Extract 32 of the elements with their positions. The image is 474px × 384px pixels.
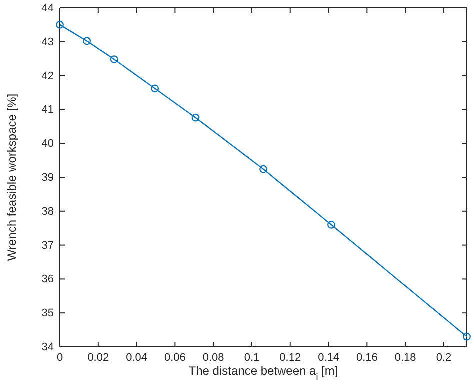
y-axis-title: Wrench feasible workspace [%]	[5, 94, 19, 262]
x-axis-title: The distance between a$_{i}$ [m]	[188, 364, 338, 382]
x-tick-label: 0.1	[244, 352, 260, 364]
x-tick-label: 0.08	[202, 352, 224, 364]
x-tick-label: 0.2	[436, 352, 452, 364]
y-tick-label: 43	[42, 36, 54, 48]
x-tick-label: 0.12	[280, 352, 302, 364]
y-tick-label: 39	[42, 172, 54, 184]
point	[463, 332, 471, 341]
y-tick-label: 36	[42, 274, 54, 286]
point	[260, 165, 268, 174]
y-tick-label: 41	[42, 104, 54, 116]
y-tick-label: 37	[42, 240, 54, 252]
point	[151, 84, 159, 93]
x-tick-label: 0	[56, 352, 64, 364]
y-tick-label: 42	[42, 70, 54, 82]
y-tick-label: 40	[42, 138, 54, 150]
y-tick-label: 38	[42, 206, 54, 218]
point	[83, 37, 92, 46]
point	[56, 21, 64, 29]
x-tick-label: 0.06	[164, 352, 186, 364]
y-tick-label: 44	[42, 2, 54, 15]
point	[110, 56, 118, 64]
x-tick-label: 0.02	[88, 352, 110, 364]
y-tick-label: 35	[42, 308, 54, 320]
point	[192, 114, 200, 122]
point	[328, 221, 336, 229]
x-tick-label: 0.04	[126, 352, 148, 364]
y-tick-label: 34	[42, 342, 54, 354]
x-tick-label: 0.14	[318, 352, 340, 364]
x-tick-label: 0.18	[394, 352, 416, 364]
x-tick-label: 0.16	[356, 352, 378, 364]
